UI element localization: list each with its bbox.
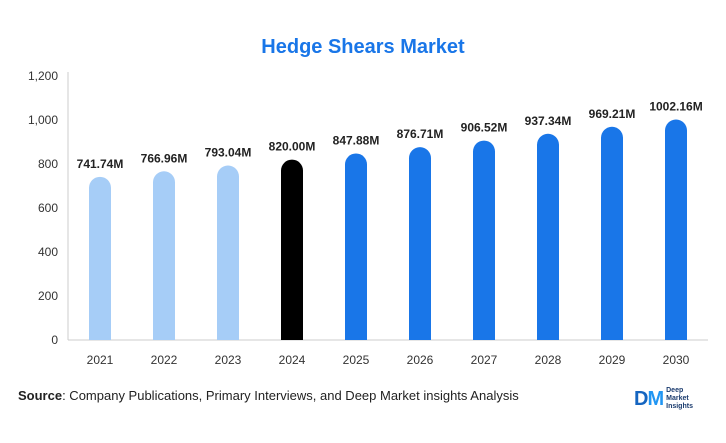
dmi-logo-icon: DM [634, 388, 664, 410]
x-tick-label: 2024 [279, 353, 306, 367]
x-tick-label: 2021 [87, 353, 114, 367]
data-label: 876.71M [397, 127, 444, 141]
data-label: 906.52M [461, 121, 508, 135]
data-label: 793.04M [205, 146, 252, 160]
y-tick-label: 800 [38, 157, 58, 171]
source-label: Source [18, 388, 63, 403]
bar-base [153, 329, 175, 340]
x-tick-label: 2023 [215, 353, 242, 367]
bar-base [473, 329, 495, 340]
y-tick-label: 200 [38, 289, 58, 303]
bar-base [345, 329, 367, 340]
bar-base [601, 329, 623, 340]
source-note: Source: Company Publications, Primary In… [18, 388, 519, 403]
data-label: 766.96M [141, 151, 188, 165]
data-label: 969.21M [589, 107, 636, 121]
data-label: 1002.16M [649, 100, 702, 114]
source-text: : Company Publications, Primary Intervie… [62, 388, 519, 403]
data-label: 820.00M [269, 140, 316, 154]
bar [601, 126, 623, 340]
y-tick-label: 1,200 [28, 69, 58, 83]
bar [665, 119, 687, 340]
bar [89, 176, 111, 340]
bar-base [409, 329, 431, 340]
y-tick-label: 0 [51, 333, 58, 347]
x-tick-label: 2027 [471, 353, 498, 367]
y-tick-label: 600 [38, 201, 58, 215]
bars-group [89, 119, 687, 340]
brand-name: Deep Market Insights [666, 387, 693, 411]
bar-base [89, 329, 111, 340]
logo-letter-m: M [647, 388, 664, 410]
bar-base [665, 329, 687, 340]
data-label: 741.74M [77, 157, 124, 171]
bar [345, 153, 367, 340]
data-labels-group: 741.74M 766.96M 793.04M 820.00M 847.88M 876.7… [77, 100, 703, 171]
brand-line-3: Insights [666, 403, 693, 410]
bar [537, 133, 559, 340]
bar [153, 171, 175, 340]
bar [473, 140, 495, 340]
bar-base [281, 329, 303, 340]
bar-base [217, 329, 239, 340]
data-label: 937.34M [525, 114, 572, 128]
x-tick-label: 2028 [535, 353, 562, 367]
bar [409, 147, 431, 340]
y-axis: 0 200 400 600 800 1,000 1,200 [28, 69, 69, 347]
bar-base [537, 329, 559, 340]
brand-logo: DM Deep Market Insights [634, 384, 693, 414]
chart-title: Hedge Shears Market [261, 36, 465, 58]
y-tick-label: 1,000 [28, 113, 58, 127]
x-tick-label: 2022 [151, 353, 178, 367]
logo-letter-d: D [634, 388, 648, 410]
brand-line-1: Deep [666, 387, 684, 394]
y-tick-label: 400 [38, 245, 58, 259]
x-tick-label: 2030 [663, 353, 690, 367]
x-tick-label: 2025 [343, 353, 370, 367]
bar [281, 159, 303, 340]
brand-line-2: Market [666, 395, 689, 402]
data-label: 847.88M [333, 133, 380, 147]
x-tick-label: 2029 [599, 353, 626, 367]
x-tick-label: 2026 [407, 353, 434, 367]
x-axis: 2021 2022 2023 2024 2025 2026 2027 2028 2029 2030 [68, 339, 708, 367]
bar [217, 165, 239, 340]
